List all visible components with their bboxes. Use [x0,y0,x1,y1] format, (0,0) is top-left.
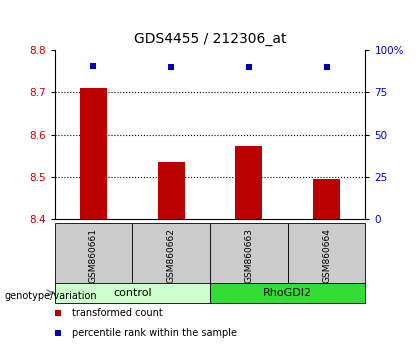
Bar [210,223,288,285]
Text: transformed count: transformed count [72,308,163,318]
Text: GSM860662: GSM860662 [167,228,176,283]
Bar [313,179,340,219]
Text: percentile rank within the sample: percentile rank within the sample [72,328,237,338]
Text: RhoGDI2: RhoGDI2 [263,288,312,298]
Bar [80,88,107,219]
Text: genotype/variation: genotype/variation [4,291,97,301]
Bar [55,283,210,303]
Text: GSM860661: GSM860661 [89,228,98,283]
Bar [55,223,132,285]
Title: GDS4455 / 212306_at: GDS4455 / 212306_at [134,32,286,46]
Text: control: control [113,288,152,298]
Text: GSM860663: GSM860663 [244,228,253,283]
Bar [288,223,365,285]
Bar [132,223,210,285]
Bar [158,162,185,219]
Bar [235,147,262,219]
Bar [210,283,365,303]
Text: GSM860664: GSM860664 [322,228,331,283]
